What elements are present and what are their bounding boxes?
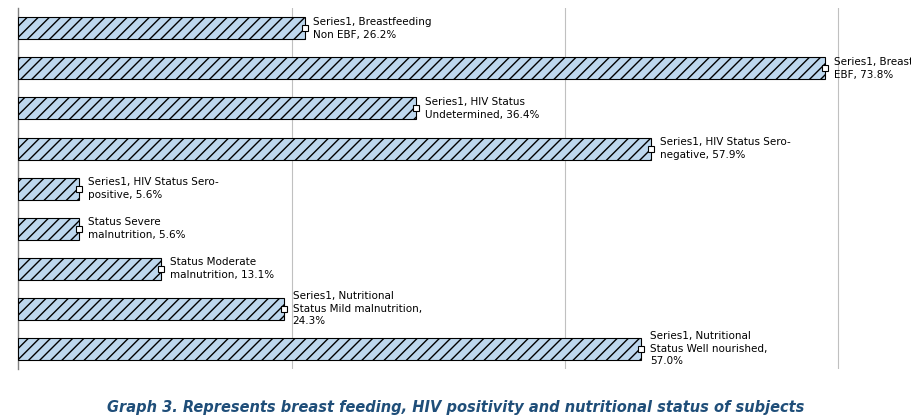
Text: Status Moderate
malnutrition, 13.1%: Status Moderate malnutrition, 13.1%: [170, 257, 274, 280]
Text: Series1, HIV Status Sero-
positive, 5.6%: Series1, HIV Status Sero- positive, 5.6%: [88, 177, 219, 200]
Text: Series1, Nutritional
Status Mild malnutrition,
24.3%: Series1, Nutritional Status Mild malnutr…: [292, 291, 422, 326]
Bar: [18, 137, 651, 160]
Bar: [18, 178, 79, 199]
Text: Series1, Nutritional
Status Well nourished,
57.0%: Series1, Nutritional Status Well nourish…: [650, 331, 767, 366]
Bar: [18, 98, 416, 119]
Bar: [18, 338, 641, 360]
Text: Graph 3. Represents breast feeding, HIV positivity and nutritional status of sub: Graph 3. Represents breast feeding, HIV …: [107, 400, 804, 415]
Bar: [18, 258, 161, 279]
Bar: [18, 297, 284, 320]
Text: Series1, HIV Status Sero-
negative, 57.9%: Series1, HIV Status Sero- negative, 57.9…: [660, 137, 791, 160]
Text: Series1, Breastfeeding
Non EBF, 26.2%: Series1, Breastfeeding Non EBF, 26.2%: [313, 17, 432, 40]
Text: Series1, HIV Status
Undetermined, 36.4%: Series1, HIV Status Undetermined, 36.4%: [425, 97, 539, 120]
Bar: [18, 18, 304, 39]
Text: Status Severe
malnutrition, 5.6%: Status Severe malnutrition, 5.6%: [88, 217, 186, 240]
Bar: [18, 57, 825, 80]
Bar: [18, 217, 79, 240]
Text: Series1, Breastfeeding
EBF, 73.8%: Series1, Breastfeeding EBF, 73.8%: [834, 57, 911, 80]
